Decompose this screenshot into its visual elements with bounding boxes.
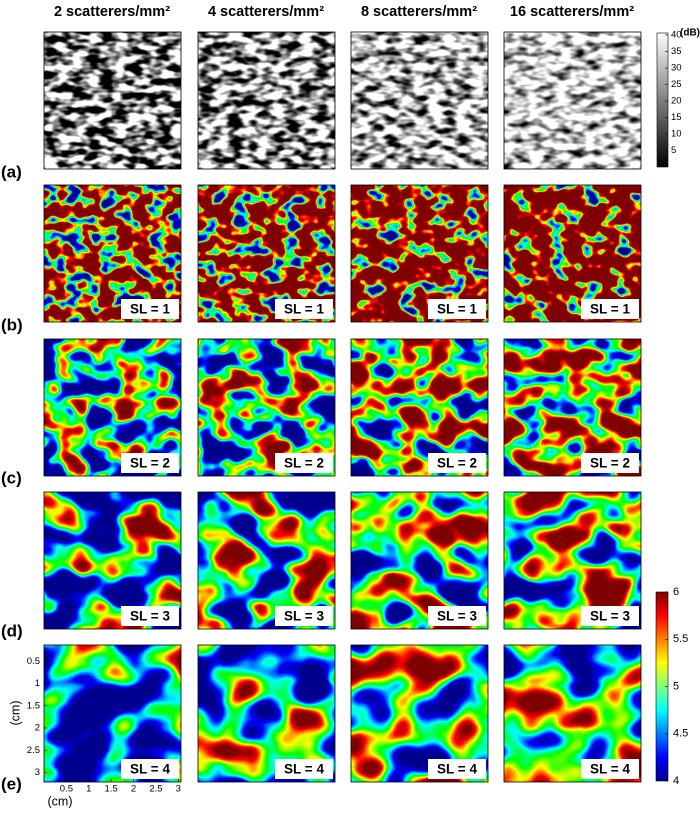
panel-frame <box>197 644 336 783</box>
y-tick-label: 2.5 <box>27 745 40 756</box>
x-tick-label: 3 <box>176 784 181 795</box>
sl-label: SL = 1 <box>284 302 324 317</box>
colorbar-tick-label: 5 <box>673 680 679 692</box>
panel-frame <box>43 31 182 170</box>
label-box <box>121 606 179 626</box>
row-label: (a) <box>1 162 22 181</box>
panel-frame <box>503 491 642 630</box>
panel-frame <box>350 644 489 783</box>
label-box <box>121 299 179 319</box>
y-axis-label: (cm) <box>8 701 22 726</box>
x-tick-label: 0.5 <box>60 784 73 795</box>
label-box <box>275 299 333 319</box>
y-tick-label: 3 <box>35 767 40 778</box>
panel-frame <box>43 338 182 477</box>
row-label: (b) <box>1 315 23 334</box>
colorbar-tick-label: 6 <box>673 586 679 598</box>
row-label: (d) <box>1 621 23 640</box>
colorbar-tick-label: 10 <box>671 129 682 140</box>
colorbar-tick-label: 5 <box>671 145 676 156</box>
gray-colorbar <box>656 32 669 168</box>
column-title: 4 scatterers/mm² <box>208 4 324 20</box>
panel-frame <box>197 184 336 323</box>
label-box <box>581 299 639 319</box>
label-box <box>428 606 486 626</box>
b-mode-image <box>351 32 488 169</box>
label-box <box>121 453 179 473</box>
sl-label: SL = 3 <box>284 609 324 624</box>
colorbar-tick-label: 15 <box>671 112 682 123</box>
panel-frame <box>503 338 642 477</box>
label-box <box>581 759 639 779</box>
panel-frame <box>503 184 642 323</box>
y-tick-label: 1.5 <box>27 700 40 711</box>
sl-label: SL = 2 <box>284 456 324 471</box>
colorbar-tick-label: 25 <box>671 79 682 90</box>
x-tick-label: 1 <box>86 784 91 795</box>
b-mode-image <box>44 32 181 169</box>
panel-frame <box>43 184 182 323</box>
colorbar-tick-label: 30 <box>671 63 682 74</box>
label-box <box>581 453 639 473</box>
x-axis-label: (cm) <box>48 794 73 808</box>
y-tick-label: 1 <box>35 678 40 689</box>
sl-label: SL = 1 <box>590 302 630 317</box>
y-tick-label: 0.5 <box>27 656 40 667</box>
label-box <box>428 759 486 779</box>
label-box <box>121 759 179 779</box>
panel-frame <box>197 491 336 630</box>
label-box <box>275 759 333 779</box>
x-tick-label: 1.5 <box>105 784 118 795</box>
x-tick-label: 2 <box>131 784 136 795</box>
panel-frame <box>350 184 489 323</box>
column-title: 16 scatterers/mm² <box>510 4 634 20</box>
panel-frame <box>43 491 182 630</box>
sl-label: SL = 3 <box>590 609 630 624</box>
panel-frame <box>503 31 642 170</box>
sl-label: SL = 2 <box>437 456 477 471</box>
column-title: 8 scatterers/mm² <box>361 4 477 20</box>
panel-frame <box>350 31 489 170</box>
label-box <box>275 606 333 626</box>
panel-frame <box>197 31 336 170</box>
y-tick-label: 2 <box>35 723 40 734</box>
colorbar-tick-label: 35 <box>671 46 682 57</box>
x-tick-label: 2.5 <box>149 784 162 795</box>
column-title: 2 scatterers/mm² <box>54 4 170 20</box>
panel-frame <box>503 644 642 783</box>
label-box <box>581 606 639 626</box>
sl-label: SL = 3 <box>130 609 170 624</box>
colorbar-tick-label: 4 <box>673 775 679 787</box>
gray-colorbar-unit: (dB) <box>680 28 700 39</box>
sl-label: SL = 4 <box>590 762 630 777</box>
sl-label: SL = 2 <box>590 456 630 471</box>
label-box <box>275 453 333 473</box>
sl-label: SL = 3 <box>437 609 477 624</box>
label-box <box>428 453 486 473</box>
b-mode-image <box>504 32 641 169</box>
b-mode-image <box>198 32 335 169</box>
colorbar-tick-label: 20 <box>671 96 682 107</box>
sl-label: SL = 1 <box>130 302 170 317</box>
panel-frame <box>43 644 182 783</box>
label-box <box>428 299 486 319</box>
sl-label: SL = 2 <box>130 456 170 471</box>
colorbar-tick-label: 5.5 <box>673 633 688 645</box>
colorbar-tick-label: 4.5 <box>673 728 688 740</box>
colorbar-tick-label: 40 <box>671 30 682 41</box>
row-label: (e) <box>1 774 22 793</box>
sl-label: SL = 1 <box>437 302 477 317</box>
panel-frame <box>350 491 489 630</box>
sl-label: SL = 4 <box>437 762 477 777</box>
panel-frame <box>197 338 336 477</box>
sl-label: SL = 4 <box>130 762 170 777</box>
panel-frame <box>350 338 489 477</box>
row-label: (c) <box>1 468 22 487</box>
sl-label: SL = 4 <box>284 762 324 777</box>
